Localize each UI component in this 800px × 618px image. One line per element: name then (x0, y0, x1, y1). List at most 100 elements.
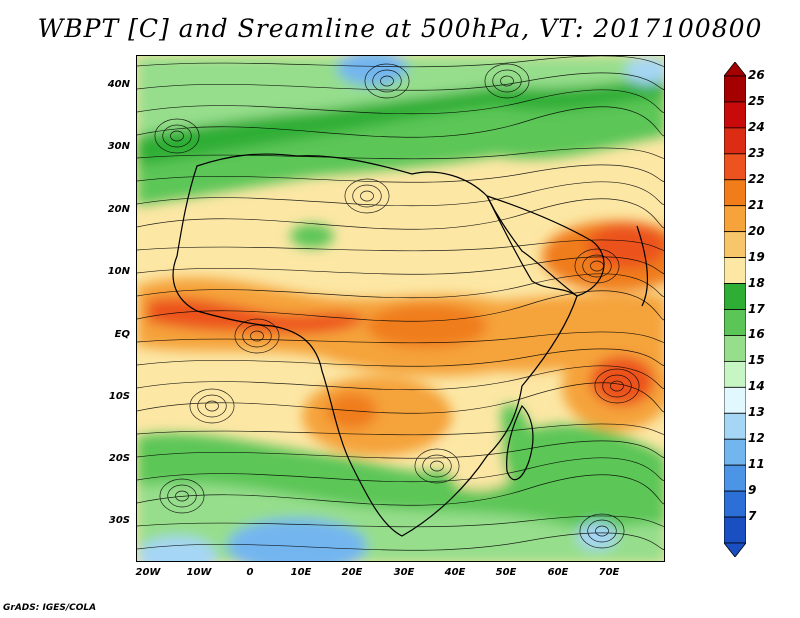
colorbar-swatch (724, 386, 746, 414)
streamline (137, 365, 664, 391)
colorbar-label: 15 (748, 353, 765, 368)
colorbar-swatch (724, 101, 746, 129)
colorbar-label: 26 (748, 68, 765, 82)
vortex-streamline (610, 380, 624, 392)
streamline (137, 256, 664, 275)
vortex-streamline (594, 368, 640, 404)
colorbar-label: 14 (748, 379, 765, 394)
colorbar-swatch (724, 464, 746, 492)
streamline (137, 457, 664, 483)
vortex-streamline (484, 63, 530, 99)
colorbar-swatch (724, 75, 746, 103)
vortex-streamline (242, 324, 272, 348)
vortex-streamline (167, 484, 197, 508)
streamline (137, 72, 664, 91)
vortex-streamline (344, 178, 390, 214)
vortex-streamline (602, 374, 632, 398)
colorbar-label: 25 (748, 93, 765, 108)
colorbar-swatch (724, 283, 746, 310)
vortex-streamline (364, 63, 410, 99)
lat-label-30s: 30S (108, 515, 130, 526)
lat-label-eq: EQ (114, 329, 130, 340)
map-panel (136, 55, 665, 562)
colorbar-swatch (724, 516, 746, 544)
streamline (137, 147, 664, 160)
streamline (137, 56, 664, 68)
streamline (137, 423, 664, 436)
colorbar-swatch (724, 127, 746, 155)
colorbar-label: 11 (748, 457, 765, 472)
vortex-streamline (414, 448, 460, 484)
vortex-streamline (205, 400, 219, 412)
streamline (137, 515, 664, 528)
colorbar-label: 18 (748, 275, 765, 290)
lon-label-10w: 10W (186, 567, 212, 578)
coastline (172, 153, 649, 537)
vortex-streamline (352, 184, 382, 208)
colorbar-swatch (724, 438, 746, 466)
streamline (137, 532, 664, 551)
colorbar-swatch (724, 257, 746, 284)
vortex-streamline (234, 318, 280, 354)
vortex-streamline (197, 394, 227, 418)
vortex-streamline (579, 513, 625, 549)
vortex-streamline (162, 124, 192, 148)
vortex-streamline (360, 190, 374, 202)
streamline (137, 474, 664, 506)
vortex-streamline (189, 388, 235, 424)
lat-label-10s: 10S (108, 391, 130, 402)
vortex-streamline (154, 118, 200, 154)
vortex-streamline (159, 478, 205, 514)
streamline (137, 239, 664, 252)
colorbar-label: 19 (748, 249, 765, 264)
vortex-streamline (582, 254, 612, 278)
colorbar-swatch (724, 490, 746, 518)
lon-label-10e: 10E (290, 567, 312, 578)
colorbar-label: 22 (748, 171, 765, 186)
lat-label-40n: 40N (107, 79, 130, 90)
vortex-streamline (500, 75, 514, 87)
colorbar-label: 9 (748, 483, 757, 498)
vortex-streamline (422, 454, 452, 478)
streamline (137, 198, 664, 230)
colorbar-label: 12 (748, 431, 765, 446)
streamline (137, 382, 664, 414)
lon-label-20e: 20E (341, 567, 363, 578)
colorbar-top-arrow (724, 62, 746, 77)
streamline (137, 348, 664, 367)
streamline (137, 106, 664, 138)
lat-label-20s: 20S (108, 453, 130, 464)
vortex-streamline (492, 69, 522, 93)
lon-label-60e: 60E (547, 567, 569, 578)
lat-label-30n: 30N (107, 141, 130, 152)
colorbar-label: 21 (748, 197, 765, 212)
colorbar-label: 13 (748, 405, 765, 420)
colorbar-label: 17 (748, 301, 765, 316)
vortex-streamline (372, 69, 402, 93)
streamline (137, 164, 664, 183)
vortex-streamline (430, 460, 444, 472)
vortex-streamline (380, 75, 394, 87)
colorbar-swatch (724, 179, 746, 207)
wbpt-field (137, 56, 664, 561)
streamline (137, 89, 664, 115)
colorbar-swatch (724, 360, 746, 388)
lat-label-10n: 10N (107, 266, 130, 277)
lat-label-20n: 20N (107, 204, 130, 215)
lon-label-70e: 70E (598, 567, 620, 578)
colorbar-swatch (724, 205, 746, 233)
vortex-streamline (587, 519, 617, 543)
colorbar-label: 24 (748, 119, 765, 134)
credit-text: GrADS: IGES/COLA (3, 603, 97, 613)
vortex-streamline (170, 130, 184, 142)
colorbar-swatch (724, 335, 746, 362)
colorbar-bottom-arrow (724, 542, 746, 557)
vortex-streamline (175, 490, 189, 502)
colorbar-label: 16 (748, 327, 765, 342)
lon-label-30e: 30E (393, 567, 415, 578)
streamline (137, 273, 664, 299)
colorbar-label: 7 (748, 509, 757, 524)
colorbar-label: 23 (748, 145, 765, 160)
lon-label-40e: 40E (444, 567, 466, 578)
streamline (137, 331, 664, 344)
